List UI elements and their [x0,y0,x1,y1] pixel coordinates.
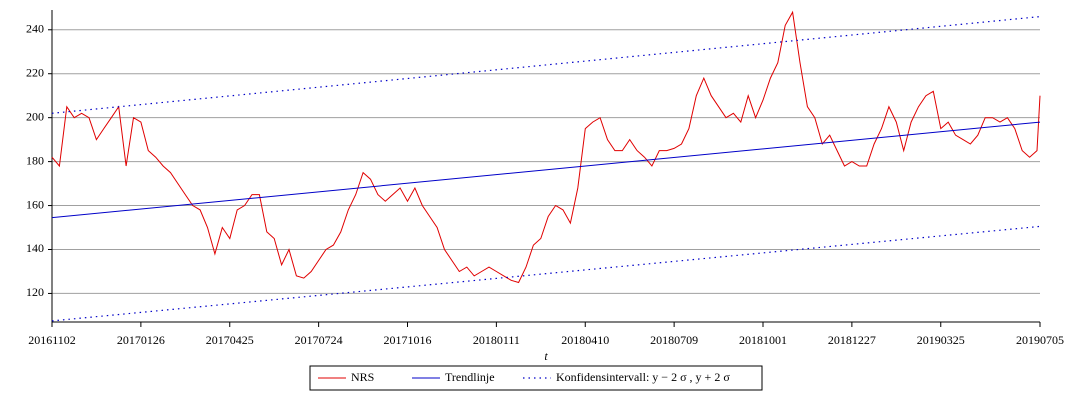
x-tick-label: 20170724 [295,333,343,347]
y-tick-label: 240 [26,22,44,36]
legend-label: NRS [351,370,374,384]
legend-box [309,365,763,391]
confidence-line [51,16,1041,114]
plot-area [52,10,1040,322]
x-tick-label: 20180410 [561,333,609,347]
x-tick-label: 20181227 [828,333,876,347]
y-tick-label: 200 [26,109,44,123]
y-tick-label: 220 [26,65,44,79]
y-tick-label: 120 [26,285,44,299]
x-tick-label: 20171016 [384,333,432,347]
series-line [51,10,1041,284]
x-tick-label: 20161102 [28,333,76,347]
x-axis-label: t [544,349,548,363]
y-tick-label: 160 [26,197,44,211]
x-tick-label: 20190705 [1016,333,1064,347]
legend: NRS Trendlinje Konfidensintervall: y − 2 σ… [309,365,763,391]
y-tick-label: 140 [26,241,44,255]
x-tick-label: 20170126 [117,333,165,347]
y-tick-label: 180 [26,153,44,167]
legend-label: Konfidensintervall: y − 2 σ , y + 2 σ [556,370,730,384]
x-tick-label: 20190325 [917,333,965,347]
series-line [51,121,1041,219]
legend-label: Trendlinje [445,370,495,384]
x-tick-label: 20181001 [739,333,787,347]
x-tick-label: 20170425 [206,333,254,347]
confidence-line [51,225,1041,322]
x-tick-label: 20180111 [473,333,520,347]
x-tick-label: 20180709 [650,333,698,347]
